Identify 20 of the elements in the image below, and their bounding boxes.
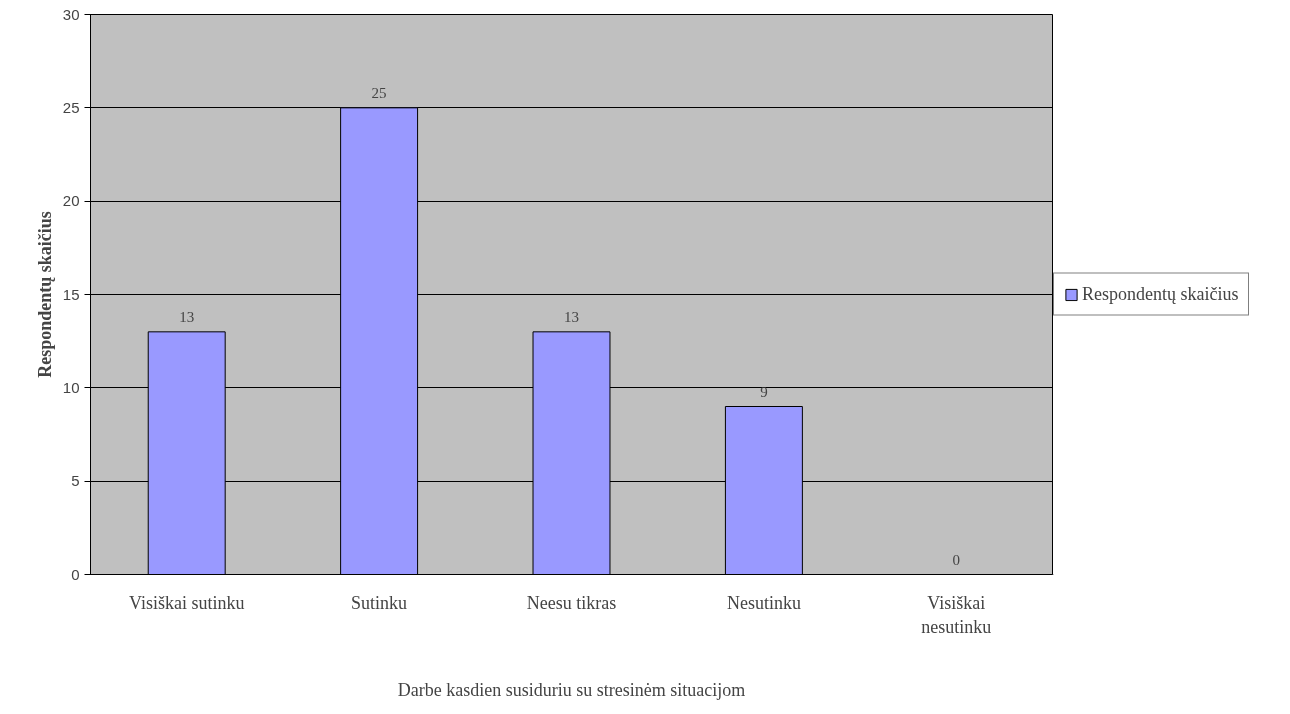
y-tick-label: 20 bbox=[62, 192, 80, 210]
y-tick-label: 0 bbox=[71, 565, 80, 583]
x-tick-label: Visiškai nesutinku bbox=[921, 592, 992, 637]
data-label: 25 bbox=[371, 84, 387, 101]
y-tick-label: 5 bbox=[71, 472, 80, 490]
y-tick-label: 15 bbox=[62, 285, 80, 303]
y-tick-label: 25 bbox=[62, 98, 80, 116]
data-label: 13 bbox=[564, 308, 579, 325]
y-tick-label: 30 bbox=[62, 5, 80, 23]
legend-label: Respondentų skaičius bbox=[1082, 283, 1239, 305]
data-label: 0 bbox=[952, 551, 961, 568]
data-label: 9 bbox=[760, 383, 768, 400]
x-tick-label: Sutinku bbox=[351, 592, 408, 613]
y-tick-label: 10 bbox=[62, 378, 80, 396]
y-axis-title: Respondentų skaičius bbox=[34, 211, 55, 378]
x-tick-label: Nesutinku bbox=[726, 592, 801, 613]
x-tick-label: Neesu tikras bbox=[526, 592, 617, 613]
x-axis-title: Darbe kasdien susiduriu su stresinėm situacijom bbox=[397, 679, 746, 700]
data-label: 13 bbox=[179, 308, 195, 325]
x-tick-label: Visiškai sutinku bbox=[128, 592, 245, 613]
